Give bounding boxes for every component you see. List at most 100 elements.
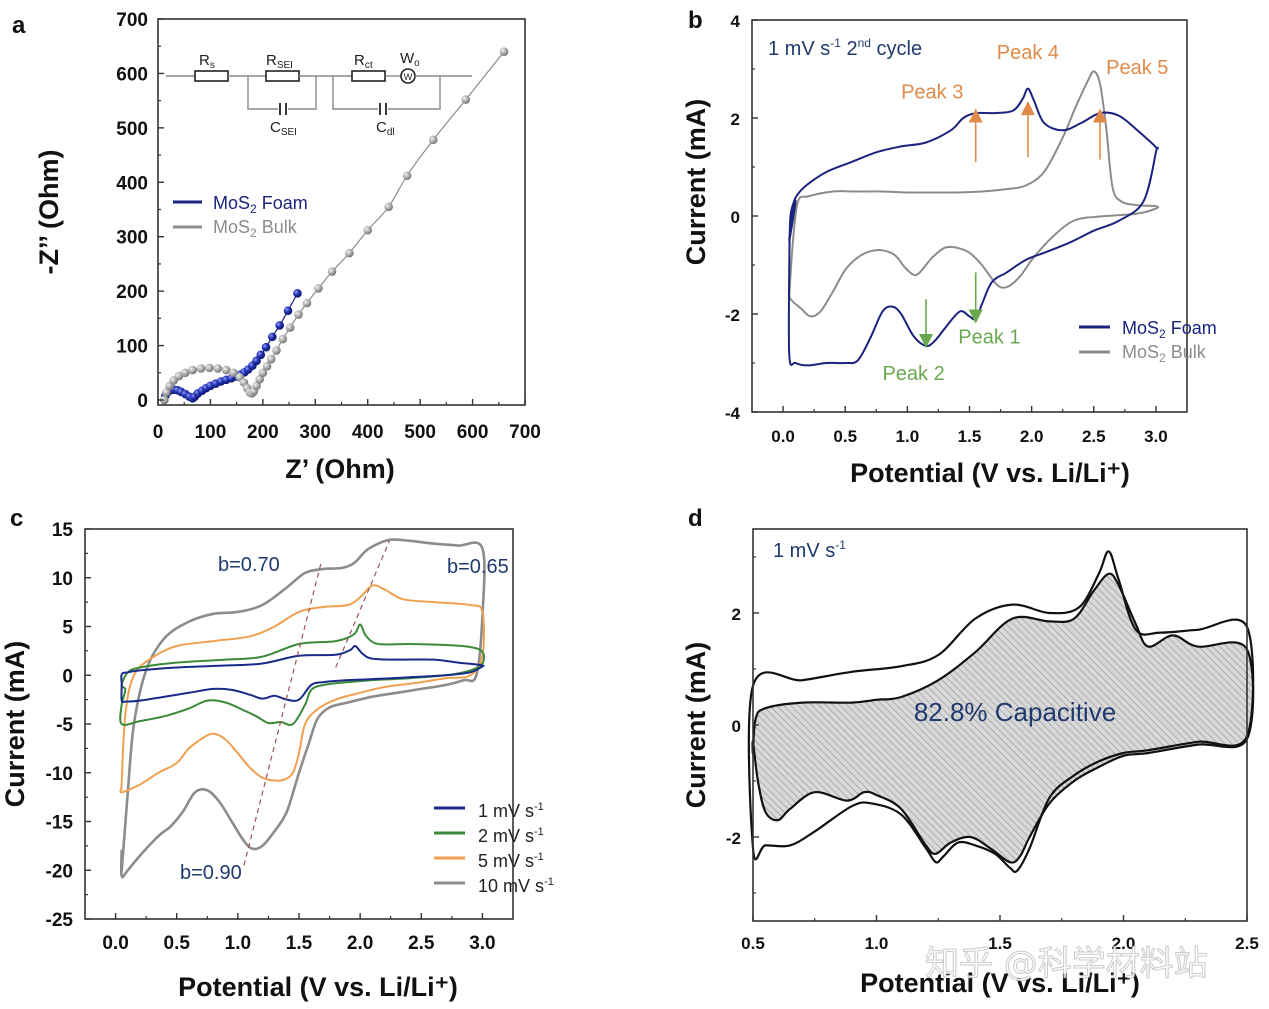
cv-curve-5-mv-s-1 (119, 584, 485, 794)
data-point-bulk (229, 368, 238, 378)
cv-curve-foam (787, 87, 1159, 367)
y-tick-label: 0 (62, 666, 73, 687)
resistor-rs-icon (194, 70, 229, 82)
x-axis-label-c: Potential (V vs. Li/Li⁺) (178, 972, 458, 1002)
data-point-foam (256, 350, 266, 360)
peak-label: Peak 4 (997, 42, 1059, 64)
plot-area-b (787, 70, 1160, 367)
plot-area-c (119, 538, 486, 879)
legend-label: 10 mV s-1 (478, 876, 554, 896)
y-tick-label: -2 (726, 829, 741, 848)
arrow-down-icon (919, 334, 933, 349)
y-tick-label: 2 (731, 110, 740, 129)
x-tick-label: 0 (153, 422, 164, 443)
y-tick-label: -4 (725, 404, 741, 423)
y-tick-label: -20 (46, 861, 73, 882)
x-tick-label: 700 (509, 422, 541, 443)
panel-a: a 0 100 200 300 400 500 600 700 0 100 200 300 400 500… (12, 10, 541, 484)
ticks-a: 0 100 200 300 400 500 600 700 0 100 200 300 400 500 60… (116, 10, 541, 443)
plot-area-d (747, 550, 1255, 874)
data-point-bulk (213, 364, 223, 373)
b-value-annotation-3: b=0.90 (180, 862, 242, 884)
ticks-c: 0.0 0.5 1.0 1.5 2.0 2.5 3.0 -25 -20 -15 -10 -5 0 5 10 1… (46, 520, 496, 954)
x-tick-label: 3.0 (469, 933, 495, 954)
peak-annotations-b: Peak 1 Peak 2 Peak 3 Peak 4 Peak 5 (882, 42, 1168, 385)
y-tick-label: 0 (732, 717, 741, 736)
x-tick-label: 3.0 (1144, 427, 1168, 446)
panel-label-a: a (12, 12, 26, 39)
data-point-bulk (278, 334, 288, 344)
legend-label-bulk: MoS2 Bulk (1122, 342, 1207, 365)
axes-frame-c (84, 528, 514, 920)
label-csei: CSEI (270, 119, 297, 138)
y-tick-label: 400 (116, 173, 148, 194)
y-tick-label: 15 (52, 520, 74, 541)
legend-c: 1 mV s-1 2 mV s-1 5 mV s-1 10 mV s-1 (434, 801, 554, 896)
cv-curve-10-mv-s-1 (119, 538, 486, 879)
y-tick-label: 0 (731, 208, 740, 227)
b-value-annotation-2: b=0.65 (447, 556, 509, 578)
legend-label-foam: MoS2 Foam (213, 193, 308, 216)
x-tick-label: 1.0 (865, 934, 889, 953)
arrow-down-icon (968, 309, 983, 324)
x-tick-label: 0.5 (741, 934, 765, 953)
panel-b: b 0.0 0.5 1.0 1.5 2.0 2.5 3.0 -4 -2 0 2 4 Potential… (681, 7, 1217, 488)
warburg-symbol: W (404, 72, 413, 82)
arrow-up-icon (1093, 108, 1107, 123)
data-point-bulk (327, 267, 337, 276)
x-tick-label: 2.0 (347, 933, 373, 954)
cv-curve-capacitive (751, 572, 1255, 864)
data-point-foam (252, 356, 261, 366)
legend-label-bulk: MoS2 Bulk (213, 217, 298, 240)
peak-label: Peak 2 (882, 363, 944, 385)
x-tick-label: 400 (352, 422, 384, 443)
data-point-bulk (402, 171, 412, 181)
x-axis-label-b: Potential (V vs. Li/Li⁺) (850, 458, 1130, 488)
cv-curve-total (747, 550, 1255, 874)
x-tick-label: 0.5 (833, 427, 857, 446)
circuit-wire (388, 76, 441, 110)
y-tick-label: -2 (725, 306, 740, 325)
data-point-foam (293, 289, 302, 298)
x-tick-label: 100 (195, 422, 227, 443)
x-tick-label: 2.5 (1082, 427, 1106, 446)
cv-curve-bulk (787, 70, 1160, 318)
x-tick-label: 500 (404, 422, 436, 443)
peak-label: Peak 1 (958, 326, 1020, 348)
ticks-d: 0.5 1.0 1.5 2.0 2.5 -2 0 2 (726, 556, 1259, 953)
data-point-bulk (266, 354, 276, 364)
y-tick-label: 300 (116, 228, 148, 249)
cv-curve-1-mv-s-1 (120, 644, 485, 704)
label-wo: Wo (400, 50, 420, 69)
cv-curve-2-mv-s-1 (119, 623, 485, 726)
ticks-b: 0.0 0.5 1.0 1.5 2.0 2.5 3.0 -4 -2 0 2 4 (725, 12, 1168, 446)
label-rsei: RSEI (266, 52, 293, 71)
b-value-annotation-1: b=0.70 (218, 554, 280, 576)
arrow-up-icon (1020, 101, 1035, 116)
panel-label-d: d (688, 505, 703, 532)
legend-a: MoS2 Foam MoS2 Bulk (173, 193, 308, 240)
data-point-bulk (258, 368, 268, 378)
x-tick-label: 2.0 (1112, 934, 1136, 953)
equivalent-circuit-inset (166, 68, 472, 115)
x-axis-label-d: Potential (V vs. Li/Li⁺) (860, 968, 1140, 998)
plot-area-a (159, 47, 509, 405)
legend-label: 2 mV s-1 (478, 826, 544, 846)
y-tick-label: -10 (46, 764, 73, 785)
y-tick-label: 4 (731, 12, 741, 31)
label-rs: Rs (199, 52, 215, 71)
x-tick-label: 1.0 (225, 933, 251, 954)
panel-c: c 0.0 0.5 1.0 1.5 2.0 2.5 3.0 -25 -20 -15 -10 -5 0 5 1… (0, 505, 554, 1002)
data-point-bulk (461, 95, 471, 104)
y-axis-label-c: Current (mA) (0, 641, 30, 808)
x-tick-label: 2.0 (1020, 427, 1044, 446)
label-rct: Rct (354, 52, 373, 71)
legend-label: 5 mV s-1 (478, 851, 544, 871)
data-point-bulk (252, 381, 261, 391)
circuit-wire (288, 76, 317, 110)
legend-label: 1 mV s-1 (478, 801, 544, 821)
x-tick-label: 0.5 (164, 933, 191, 954)
data-point-bulk (196, 364, 206, 373)
y-tick-label: 100 (116, 337, 148, 358)
data-point-foam (261, 342, 271, 352)
